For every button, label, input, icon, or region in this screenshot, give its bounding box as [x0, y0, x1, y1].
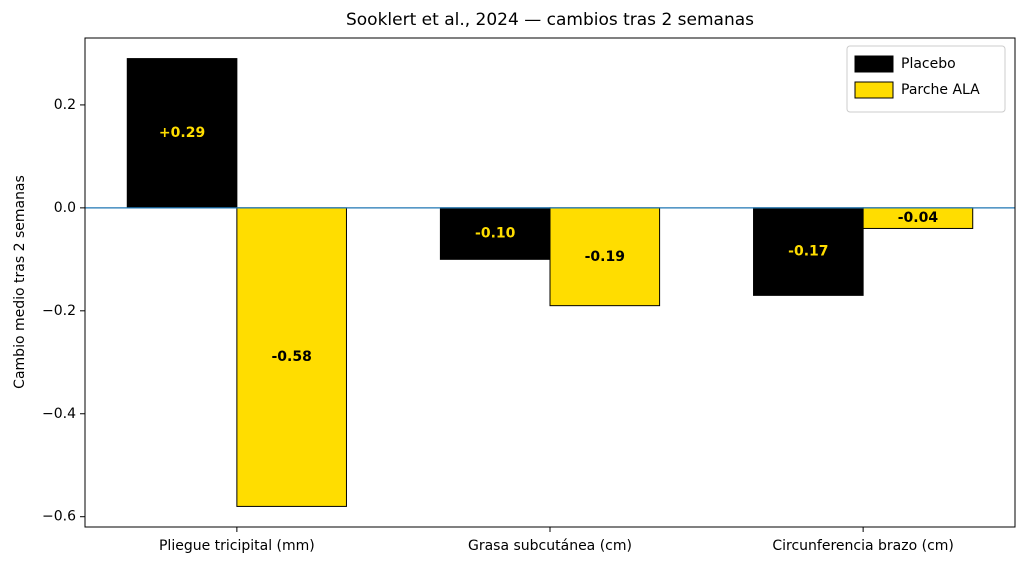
legend-swatch — [854, 81, 894, 99]
legend-label: Parche ALA — [901, 82, 980, 98]
legend-swatch — [854, 55, 894, 73]
legend-label: Placebo — [901, 56, 956, 72]
x-tick-label: Grasa subcutánea (cm) — [468, 538, 632, 554]
value-label: +0.29 — [159, 125, 205, 141]
chart-title: Sooklert et al., 2024 — cambios tras 2 s… — [346, 10, 754, 30]
y-tick-label: −0.6 — [42, 509, 76, 525]
plot-frame — [84, 37, 1016, 528]
value-label: -0.10 — [475, 226, 516, 242]
y-axis-label: Cambio medio tras 2 semanas — [12, 175, 28, 389]
x-tick-label: Circunferencia brazo (cm) — [772, 538, 954, 554]
y-tick-label: −0.2 — [42, 303, 76, 319]
y-tick-label: 0.2 — [54, 97, 76, 113]
y-tick-label: −0.4 — [42, 406, 76, 422]
value-label: -0.04 — [898, 210, 939, 226]
bar — [126, 58, 238, 209]
bar — [439, 207, 551, 260]
value-label: -0.19 — [585, 249, 625, 265]
value-label: -0.58 — [271, 349, 311, 365]
x-tick-label: Pliegue tricipital (mm) — [159, 538, 315, 554]
value-label: -0.17 — [788, 244, 828, 260]
y-tick-label: 0.0 — [54, 200, 76, 216]
